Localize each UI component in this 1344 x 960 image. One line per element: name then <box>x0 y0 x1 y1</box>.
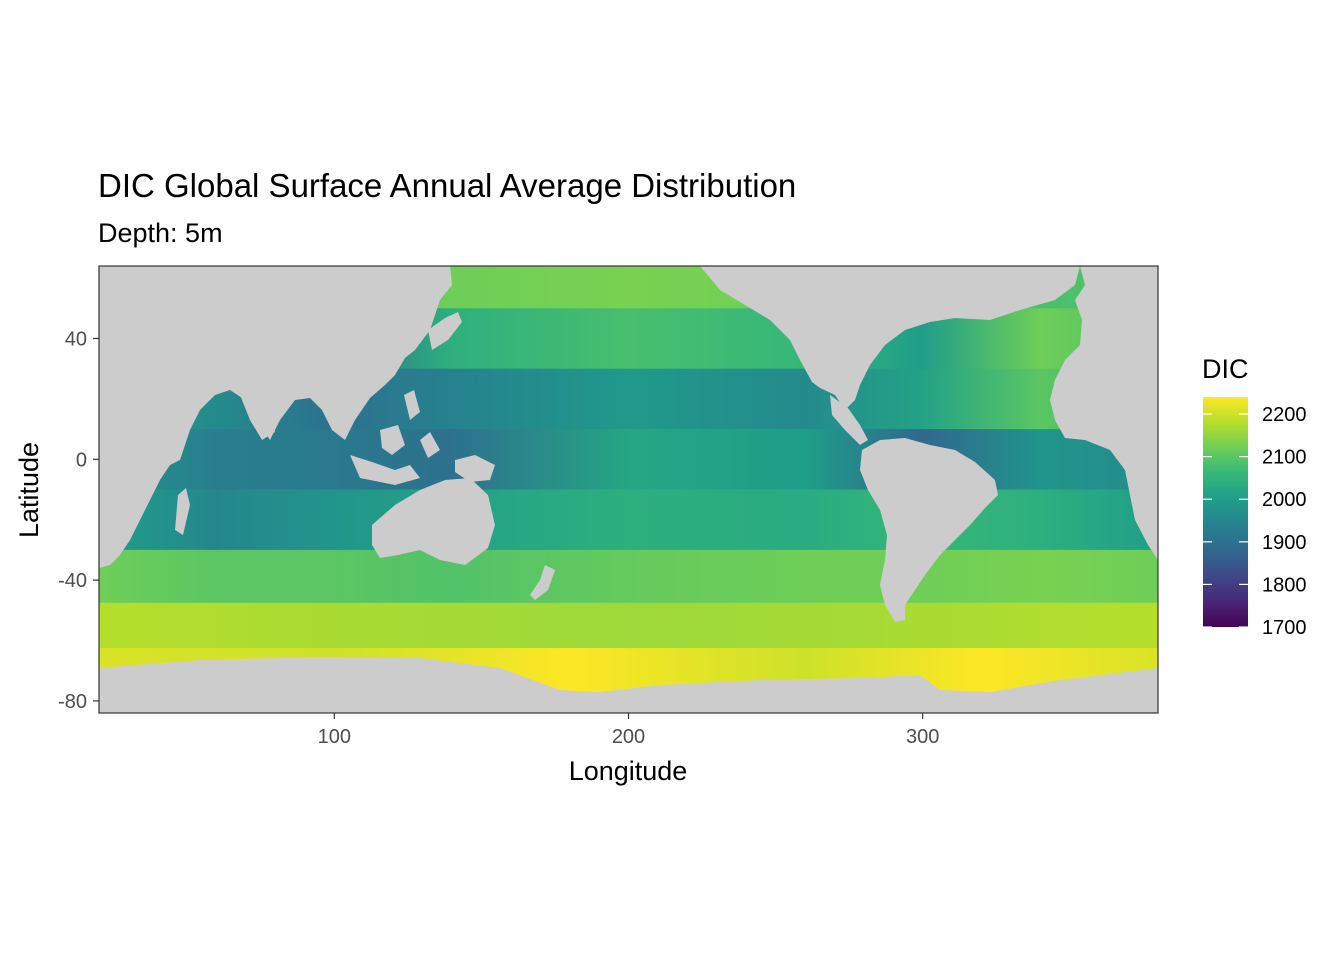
x-tick-label: 300 <box>906 726 939 748</box>
land-japan <box>428 312 462 350</box>
land-mask <box>99 266 1158 713</box>
heat-band <box>99 602 1158 650</box>
heat-band <box>99 549 1158 604</box>
colorbar-tick-label: 1700 <box>1262 617 1307 639</box>
colorbar-tick-label: 2000 <box>1262 489 1307 511</box>
plot-panel <box>99 266 1158 713</box>
y-tick-label: -40 <box>58 570 87 592</box>
chart-title: DIC Global Surface Annual Average Distri… <box>98 167 797 204</box>
land-australia <box>372 478 495 565</box>
land-greenland <box>925 266 1060 302</box>
land-philippines <box>404 390 420 420</box>
colorbar-legend: DIC 2200 2100 2000 1900 1800 1700 <box>1202 354 1307 639</box>
land-new-zealand <box>530 565 555 600</box>
land-south-america <box>860 438 998 622</box>
legend-title: DIC <box>1202 354 1249 384</box>
x-axis-title: Longitude <box>569 756 688 786</box>
land-india <box>240 395 275 440</box>
x-axis: 100 200 300 <box>318 713 939 748</box>
land-indonesia <box>350 455 420 485</box>
y-tick-label: 0 <box>76 449 87 471</box>
colorbar-tick-label: 2200 <box>1262 404 1307 426</box>
colorbar-tick-label: 1900 <box>1262 532 1307 554</box>
y-axis: 40 0 -40 -80 <box>58 328 99 713</box>
y-tick-label: 40 <box>65 328 87 350</box>
heat-band <box>99 429 1158 491</box>
colorbar-ticks: 2200 2100 2000 1900 1800 1700 <box>1203 404 1307 639</box>
chart-subtitle: Depth: 5m <box>98 218 223 248</box>
land-antarctica <box>99 657 1158 713</box>
colorbar <box>1203 397 1248 627</box>
x-tick-label: 200 <box>612 726 645 748</box>
heat-band <box>99 489 1158 551</box>
colorbar-tick-label: 1800 <box>1262 574 1307 596</box>
land-europe-africa <box>1050 266 1158 560</box>
land-borneo <box>380 425 405 455</box>
y-axis-title: Latitude <box>14 442 44 538</box>
land-sulawesi <box>420 432 440 458</box>
land-new-guinea <box>455 455 495 482</box>
land-eurasia-africa <box>99 266 452 568</box>
land-central-america <box>830 395 868 445</box>
land-madagascar <box>175 488 190 535</box>
x-tick-label: 100 <box>318 726 351 748</box>
colorbar-tick-label: 2100 <box>1262 447 1307 469</box>
y-tick-label: -80 <box>58 691 87 713</box>
